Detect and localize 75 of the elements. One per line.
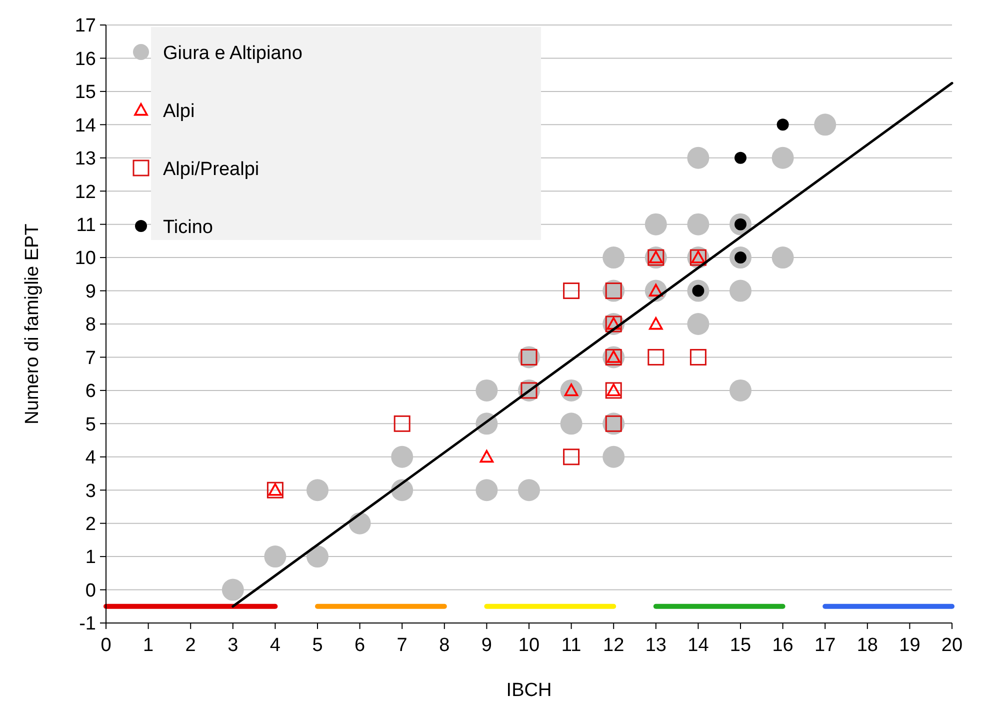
x-tick-label: 7 — [396, 635, 408, 656]
x-tick-label: 14 — [688, 635, 710, 656]
x-tick-label: 19 — [899, 635, 920, 656]
y-tick-label: 9 — [85, 281, 96, 302]
y-tick-label: 12 — [74, 182, 96, 203]
x-tick-label: 4 — [270, 635, 281, 656]
point — [649, 317, 663, 330]
legend-label: Ticino — [163, 217, 213, 238]
point — [560, 412, 582, 435]
point — [814, 114, 836, 136]
point — [602, 246, 625, 269]
x-tick-label: 9 — [481, 635, 492, 656]
x-tick-label: 20 — [941, 635, 963, 656]
point — [518, 479, 540, 502]
point — [563, 448, 580, 466]
y-tick-label: 2 — [85, 514, 96, 535]
legend-label: Alpi/Prealpi — [163, 159, 260, 180]
y-tick-label: 0 — [85, 580, 96, 602]
y-tick-label: 7 — [85, 348, 96, 369]
x-tick-label: 11 — [561, 635, 582, 656]
y-tick-label: -1 — [79, 614, 96, 635]
point — [730, 280, 752, 302]
x-tick-label: 6 — [354, 635, 366, 656]
x-tick-label: 15 — [730, 635, 752, 656]
point — [687, 146, 710, 169]
x-tick-label: 5 — [312, 635, 323, 656]
point — [776, 118, 789, 131]
point — [306, 479, 328, 502]
point — [264, 546, 286, 568]
legend-label: Alpi — [163, 101, 195, 122]
point — [687, 313, 710, 335]
x-tick-label: 8 — [439, 635, 450, 656]
y-tick-label: 4 — [85, 448, 96, 469]
y-tick-label: 6 — [85, 381, 96, 402]
y-tick-label: 17 — [74, 16, 96, 37]
legend-label: Giura e Altipiano — [163, 43, 302, 64]
x-tick-label: 1 — [143, 635, 154, 656]
y-tick-label: 10 — [74, 248, 96, 270]
point — [476, 479, 498, 502]
x-tick-label: 13 — [645, 635, 666, 656]
y-tick-label: 8 — [85, 314, 96, 336]
point — [476, 379, 498, 402]
y-tick-label: 13 — [74, 148, 96, 170]
y-tick-label: 3 — [85, 480, 96, 502]
point — [306, 546, 328, 568]
y-tick-label: 16 — [74, 48, 96, 70]
point — [690, 348, 706, 366]
y-tick-label: 1 — [85, 547, 96, 568]
x-tick-label: 3 — [228, 635, 238, 656]
point — [648, 348, 664, 366]
point — [644, 213, 667, 236]
point — [563, 282, 580, 300]
point — [730, 379, 752, 402]
x-axis-title: IBCH — [506, 680, 552, 701]
y-tick-label: 14 — [74, 115, 96, 136]
x-tick-label: 10 — [518, 635, 540, 656]
point — [734, 152, 746, 164]
y-tick-label: 15 — [74, 82, 96, 104]
point — [222, 578, 244, 601]
point — [602, 446, 625, 468]
y-tick-label: 5 — [85, 414, 96, 436]
x-tick-label: 2 — [185, 635, 196, 656]
point — [772, 246, 794, 269]
point — [772, 146, 794, 169]
point — [394, 415, 410, 432]
x-tick-label: 18 — [856, 635, 878, 656]
y-axis-title: Numero di famiglie EPT — [22, 223, 43, 424]
x-tick-label: 17 — [814, 635, 836, 656]
point — [687, 213, 710, 236]
x-tick-label: 16 — [772, 635, 794, 656]
point — [391, 446, 414, 468]
x-tick-label: 12 — [603, 635, 624, 656]
y-tick-label: 11 — [76, 214, 96, 236]
x-tick-label: 0 — [100, 635, 112, 656]
point — [480, 450, 494, 463]
